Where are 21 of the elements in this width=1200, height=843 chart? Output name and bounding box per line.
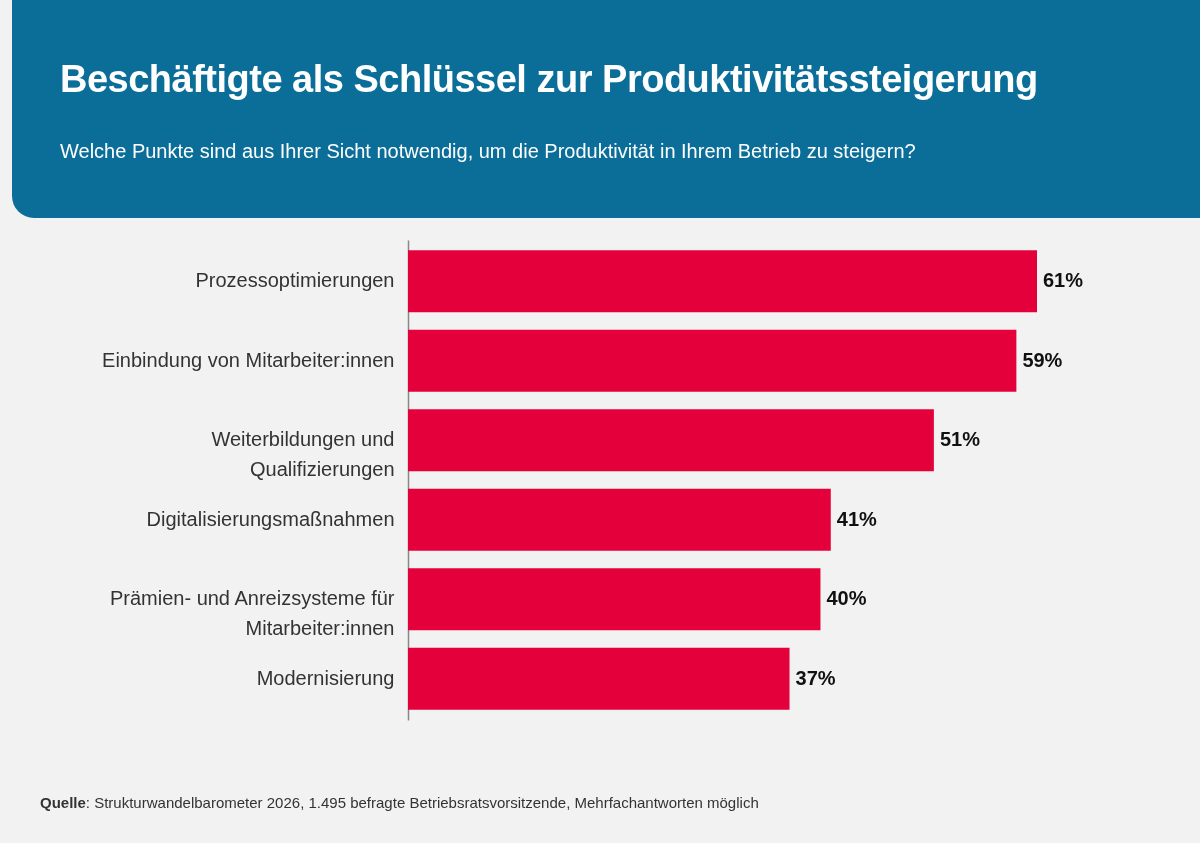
y-tick-label: Prämien- und Anreizsysteme für Mitarbeiter:innen — [109, 587, 395, 640]
data-label: 51% — [939, 428, 981, 451]
y-tick-label: Weiterbildungen und Qualifizierungen — [211, 428, 395, 481]
data-label: 41% — [836, 507, 878, 530]
y-tick-label: Digitalisierungsmaßnahmen — [146, 507, 395, 530]
bar — [408, 409, 934, 472]
bar — [408, 647, 790, 710]
y-tick-label: Modernisierung — [256, 666, 395, 689]
data-label: 61% — [1043, 269, 1084, 292]
data-label: 59% — [1022, 348, 1063, 371]
bar — [408, 488, 831, 551]
bar — [408, 568, 821, 631]
chart-title: Beschäftigte als Schlüssel zur Produktivitätssteigerung — [60, 58, 1038, 101]
bar — [408, 329, 1017, 392]
data-label: 37% — [795, 666, 836, 689]
source-note: Quelle: Strukturwandelbarometer 2026, 1.495 befragte Betriebsratsvorsitzende, Mehrfachantworten möglich — [40, 794, 759, 811]
y-tick-label: Prozessoptimierungen — [195, 269, 395, 292]
chart-subtitle: Welche Punkte sind aus Ihrer Sicht notwendig, um die Produktivität in Ihrem Betrieb zu steigern? — [60, 140, 916, 163]
bar — [408, 250, 1037, 313]
y-tick-label: Einbindung von Mitarbeiter:innen — [102, 348, 395, 371]
data-label: 40% — [826, 587, 867, 610]
